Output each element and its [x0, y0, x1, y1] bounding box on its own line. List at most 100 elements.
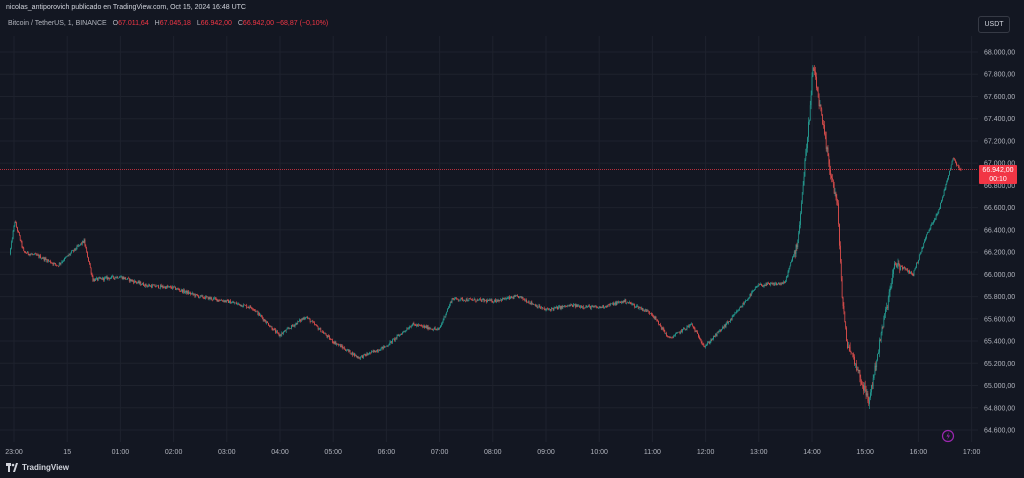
candle-body: [769, 283, 771, 285]
symbol-name[interactable]: Bitcoin / TetherUS, 1, BINANCE: [8, 20, 107, 27]
candle-body: [193, 294, 195, 295]
candle-body: [340, 345, 342, 348]
candle-body: [465, 298, 467, 301]
candle-body: [298, 321, 299, 322]
candle-body: [378, 350, 380, 352]
candle-body: [247, 307, 249, 308]
lightning-icon[interactable]: [941, 429, 955, 443]
candle-body: [185, 290, 187, 292]
currency-button[interactable]: USDT: [978, 16, 1010, 33]
candle-body: [887, 307, 888, 308]
candle-body: [682, 329, 683, 332]
candle-body: [382, 346, 384, 349]
candle-body: [718, 331, 720, 333]
x-tick-label: 02:00: [165, 449, 183, 456]
candle-body: [560, 306, 562, 309]
candle-body: [189, 292, 190, 294]
candle-body: [91, 273, 93, 277]
candle-body: [839, 224, 840, 246]
candle-body: [343, 347, 345, 349]
candle-body: [325, 333, 327, 336]
candle-body: [780, 283, 782, 285]
candle-body: [316, 325, 318, 327]
candle-body: [744, 302, 745, 304]
x-tick-label: 12:00: [697, 449, 715, 456]
candle-body: [200, 295, 202, 296]
candle-body: [190, 292, 191, 295]
candle-body: [701, 341, 703, 344]
candle-body: [854, 356, 855, 365]
candle-body: [104, 277, 105, 281]
candle-body: [316, 324, 317, 326]
candle-body: [871, 385, 873, 387]
candle-body: [326, 335, 328, 338]
candle-body: [353, 353, 354, 356]
candle-body: [434, 328, 436, 330]
candle-body: [536, 305, 538, 308]
candle-body: [168, 286, 170, 287]
price-chart[interactable]: 68.000,00 67.800,00 67.600,00 67.400,00 67.2…: [0, 0, 1024, 459]
candle-body: [746, 300, 747, 302]
candle-body: [761, 285, 763, 287]
candle-body: [500, 299, 502, 301]
price-axis[interactable]: 68.000,00 67.800,00 67.600,00 67.400,00 67.2…: [984, 50, 1015, 435]
candle-body: [456, 297, 457, 299]
candle-body: [433, 328, 435, 330]
candle-body: [720, 329, 722, 331]
candle-body: [278, 333, 280, 337]
x-tick-label: 23:00: [5, 449, 23, 456]
y-tick-label: 66.400,00: [984, 227, 1015, 234]
candle-body: [211, 297, 213, 300]
candle-body: [166, 286, 167, 289]
x-tick-label: 15: [63, 449, 71, 456]
candle-body: [360, 356, 362, 359]
candle-body: [418, 324, 420, 326]
candle-body: [435, 329, 437, 330]
candle-body: [736, 310, 737, 313]
candle-body: [741, 306, 743, 308]
candle-body: [775, 283, 776, 284]
candle-body: [531, 301, 533, 304]
candle-body: [936, 213, 938, 215]
candle-body: [550, 307, 552, 311]
candle-body: [600, 306, 602, 308]
candle-body: [65, 257, 66, 258]
candle-body: [188, 291, 190, 294]
candle-body: [938, 209, 940, 213]
candle-body: [787, 271, 789, 277]
candle-body: [643, 309, 644, 311]
candle-body: [253, 309, 254, 310]
candle-body: [538, 305, 540, 308]
candle-body: [618, 302, 620, 303]
candle-body: [764, 285, 766, 286]
candle-body: [54, 263, 56, 264]
candle-body: [262, 318, 264, 321]
candle-body: [394, 338, 395, 341]
candle-body: [452, 298, 454, 300]
candle-body: [655, 316, 657, 320]
candle-body: [286, 328, 288, 330]
x-tick-label: 13:00: [750, 449, 768, 456]
candle-body: [659, 324, 660, 325]
candle-body: [840, 245, 841, 262]
candle-body: [810, 95, 812, 106]
candle-body: [74, 248, 76, 250]
candle-body: [608, 304, 610, 306]
candle-body: [181, 289, 182, 291]
y-tick-label: 67.800,00: [984, 72, 1015, 79]
candle-body: [699, 339, 701, 341]
candle-body: [728, 321, 730, 324]
candle-body: [70, 252, 72, 255]
tradingview-brand[interactable]: TradingView: [6, 463, 69, 472]
candle-body: [561, 306, 563, 308]
candle-body: [394, 337, 396, 341]
candle-body: [832, 178, 833, 180]
candle-body: [344, 347, 346, 350]
candle-body: [883, 318, 885, 328]
candle-body: [771, 283, 773, 284]
time-axis[interactable]: 23:00 15 01:00 02:00 03:00 04:00 05:00 06:00 07:…: [5, 449, 980, 456]
candle-body: [870, 392, 871, 398]
candle-body: [409, 326, 410, 329]
candle-body: [202, 295, 204, 298]
candle-body: [411, 324, 413, 327]
